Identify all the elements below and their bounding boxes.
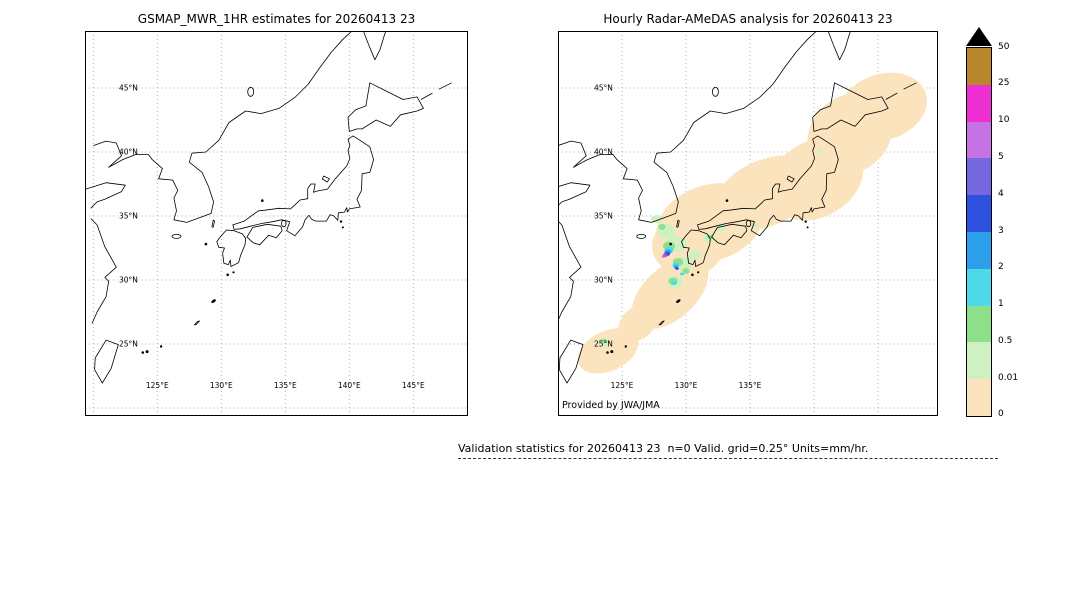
lon-tick: 135°E <box>739 381 762 390</box>
gsmap-map: 45°N 40°N 35°N 30°N 25°N 125°E 130°E 135… <box>85 31 468 416</box>
colorbar-segment <box>967 305 991 343</box>
colorbar-label: 10 <box>998 115 1010 125</box>
lat-tick: 40°N <box>119 148 138 157</box>
colorbar-segment <box>967 268 991 306</box>
footer-divider <box>458 458 998 459</box>
lat-tick: 40°N <box>594 148 613 157</box>
lat-tick: 35°N <box>594 212 613 221</box>
rain-light <box>601 224 713 343</box>
colorbar-label: 4 <box>998 189 1004 199</box>
precipitation-layer <box>577 72 927 374</box>
lon-tick: 145°E <box>402 381 425 390</box>
gsmap-map-panel: 45°N 40°N 35°N 30°N 25°N 125°E 130°E 135… <box>85 31 468 416</box>
lat-tick: 45°N <box>119 84 138 93</box>
radar-amedas-map: 45°N 40°N 35°N 30°N 25°N 125°E 130°E 135… <box>558 31 938 416</box>
colorbar-label: 25 <box>998 78 1010 88</box>
map-frame <box>85 31 468 416</box>
colorbar-segment <box>967 158 991 196</box>
colorbar-label: 0 <box>998 409 1004 419</box>
lat-tick: 25°N <box>119 340 138 349</box>
lat-tick: 25°N <box>594 340 613 349</box>
map-frame <box>558 31 938 416</box>
colorbar-segment <box>967 121 991 159</box>
radar-coverage-mask <box>577 72 927 374</box>
colorbar-label: 1 <box>998 299 1004 309</box>
data-credit: Provided by JWA/JMA <box>562 400 660 411</box>
colorbar-segment <box>967 379 991 416</box>
lon-tick: 125°E <box>611 381 634 390</box>
colorbar-segment <box>967 195 991 232</box>
colorbar-segment <box>967 48 991 85</box>
colorbar-label: 0.5 <box>998 336 1013 346</box>
colorbar-label: 2 <box>998 262 1004 272</box>
left-panel-title: GSMAP_MWR_1HR estimates for 20260413 23 <box>137 12 416 26</box>
lat-tick: 30°N <box>594 276 613 285</box>
colorbar-segment <box>967 342 991 380</box>
lon-tick: 130°E <box>675 381 698 390</box>
colorbar <box>966 47 992 417</box>
lat-tick: 30°N <box>119 276 138 285</box>
lat-tick: 35°N <box>119 212 138 221</box>
colorbar-label: 50 <box>998 42 1010 52</box>
colorbar-segment <box>967 231 991 269</box>
colorbar-segment <box>967 84 991 122</box>
colorbar-label: 5 <box>998 152 1004 162</box>
lat-tick: 45°N <box>594 84 613 93</box>
validation-statistics-text: Validation statistics for 20260413 23 n=… <box>458 442 869 455</box>
lon-tick: 130°E <box>210 381 233 390</box>
lon-tick: 125°E <box>146 381 169 390</box>
rain-heavy <box>661 252 679 270</box>
colorbar-label: 0.01 <box>998 373 1019 383</box>
lon-tick: 135°E <box>274 381 297 390</box>
colorbar-overflow-triangle <box>966 27 992 46</box>
right-panel-title: Hourly Radar-AMeDAS analysis for 2026041… <box>603 12 893 26</box>
colorbar-label: 3 <box>998 226 1004 236</box>
radar-amedas-map-panel: 45°N 40°N 35°N 30°N 25°N 125°E 130°E 135… <box>558 31 938 416</box>
lon-tick: 140°E <box>338 381 361 390</box>
